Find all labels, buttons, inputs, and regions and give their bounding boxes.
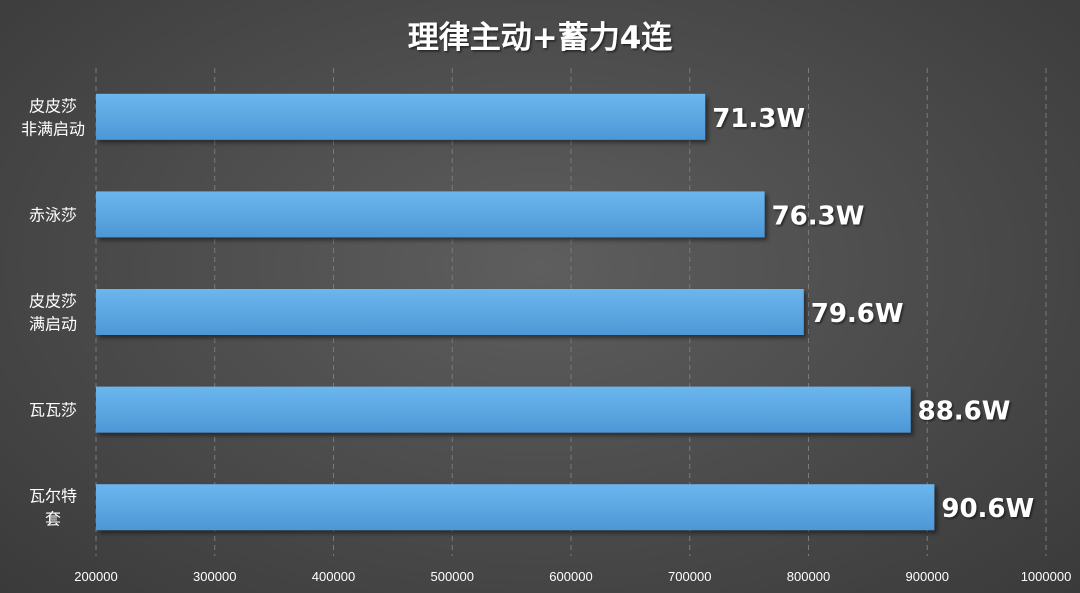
x-axis-ticks: 200000 300000 400000 500000 600000 700000 8000… bbox=[74, 569, 1071, 584]
x-tick-label: 600000 bbox=[549, 569, 592, 584]
category-label: 皮皮莎非满启动 bbox=[21, 96, 85, 138]
data-label: 71.3W bbox=[712, 104, 805, 134]
value-labels: 71.3W 76.3W 79.6W 88.6W 90.6W bbox=[712, 104, 1034, 524]
x-tick-label: 500000 bbox=[431, 569, 474, 584]
bar bbox=[96, 289, 804, 335]
data-label: 79.6W bbox=[811, 299, 904, 329]
data-label: 90.6W bbox=[941, 494, 1034, 524]
category-label: 皮皮莎满启动 bbox=[29, 292, 77, 334]
x-tick-label: 800000 bbox=[787, 569, 830, 584]
x-tick-label: 200000 bbox=[74, 569, 117, 584]
x-tick-label: 1000000 bbox=[1021, 569, 1072, 584]
x-tick-label: 900000 bbox=[906, 569, 949, 584]
bars bbox=[96, 93, 935, 531]
data-label: 76.3W bbox=[772, 201, 865, 231]
category-label: 瓦瓦莎 bbox=[29, 401, 77, 420]
bar bbox=[96, 191, 765, 238]
bar bbox=[96, 386, 911, 433]
x-tick-label: 400000 bbox=[312, 569, 355, 584]
x-tick-label: 700000 bbox=[668, 569, 711, 584]
data-label: 88.6W bbox=[918, 397, 1011, 427]
category-label: 赤泳莎 bbox=[29, 205, 77, 224]
chart-title: 理律主动+蓄力4连 bbox=[408, 20, 674, 56]
bar bbox=[96, 484, 935, 531]
category-label: 瓦尔特套 bbox=[29, 487, 77, 529]
x-tick-label: 300000 bbox=[193, 569, 236, 584]
bar bbox=[96, 93, 706, 140]
